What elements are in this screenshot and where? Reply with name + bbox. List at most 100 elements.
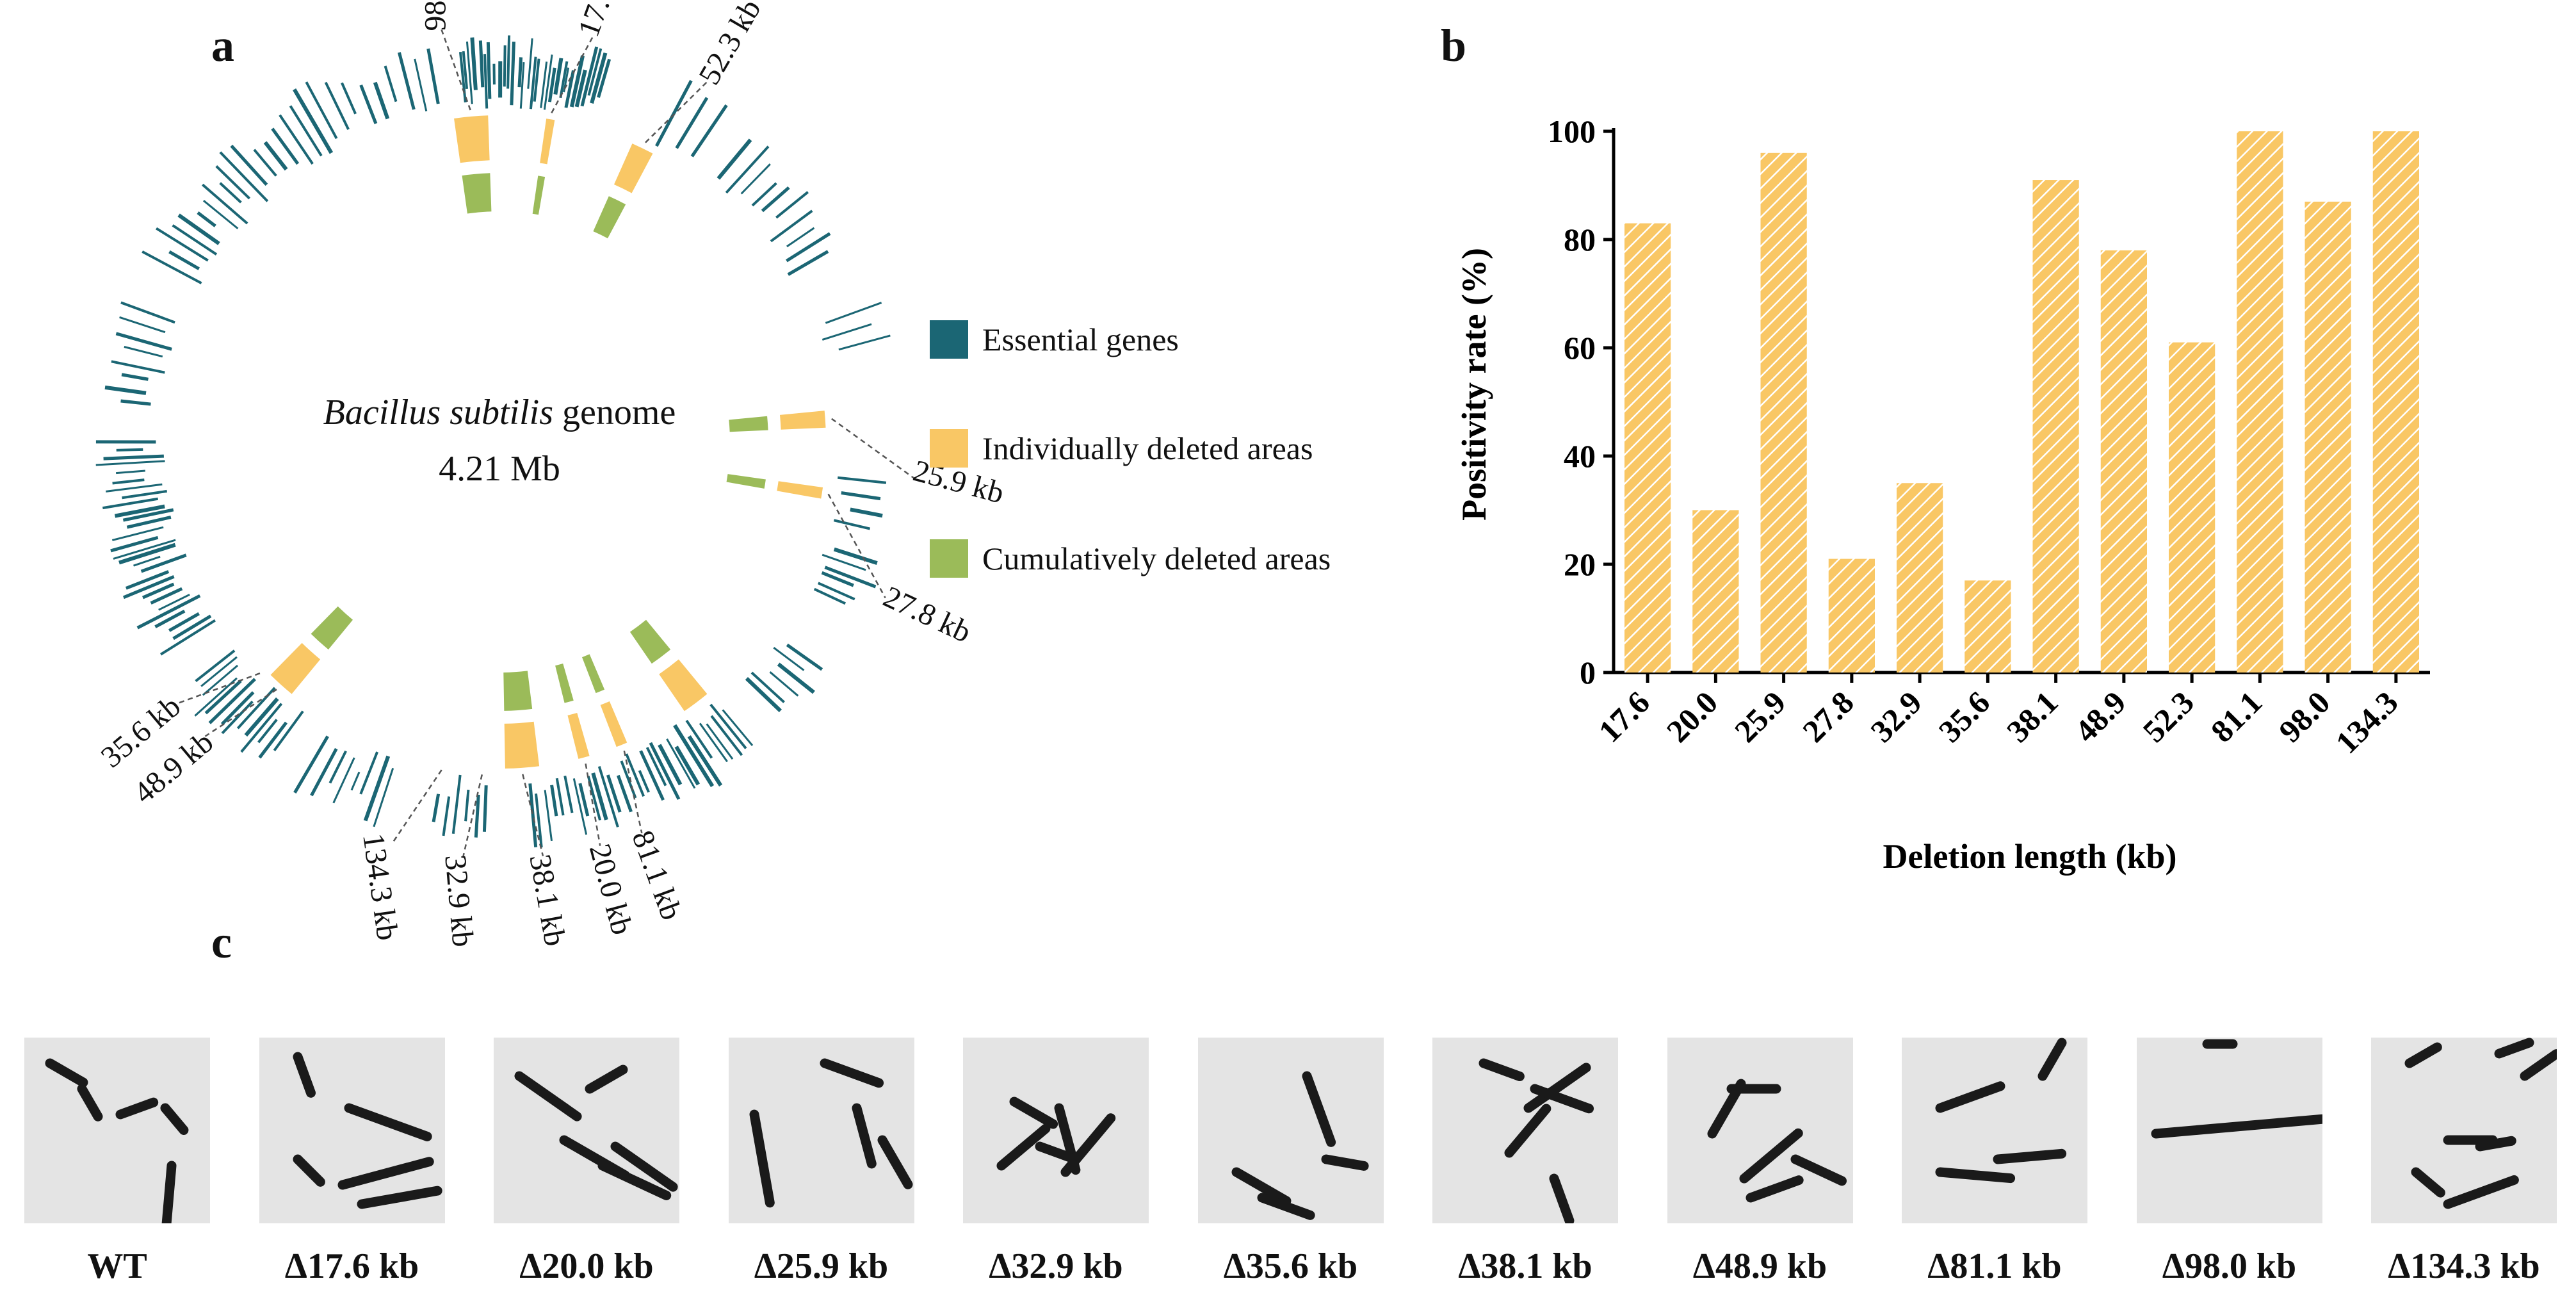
bar	[1624, 223, 1671, 673]
essential-gene-tick	[687, 735, 723, 787]
bar	[2305, 201, 2351, 673]
essential-gene-tick	[470, 37, 478, 90]
essential-gene-tick	[777, 662, 815, 694]
essential-gene-tick	[221, 700, 254, 735]
essential-gene-tick	[273, 710, 304, 752]
micrograph-image	[494, 1038, 679, 1223]
essential-gene-tick	[195, 649, 236, 683]
essential-gene-tick	[200, 656, 238, 687]
x-tick-label: 25.9	[1728, 684, 1792, 749]
essential-gene-tick	[120, 399, 151, 406]
essential-gene-tick	[638, 770, 650, 793]
essential-gene-tick	[102, 497, 159, 510]
essential-gene-tick	[745, 677, 782, 713]
essential-gene-tick	[553, 58, 563, 95]
essential-gene-tick	[529, 56, 537, 110]
essential-gene-tick	[293, 88, 334, 154]
essential-gene-tick	[122, 508, 174, 522]
micrograph-label: Δ17.6 kb	[284, 1246, 419, 1286]
essential-gene-ticks	[95, 35, 891, 848]
essential-gene-tick	[126, 516, 172, 529]
essential-gene-tick	[690, 104, 728, 158]
bacterial-cell	[293, 1052, 316, 1098]
x-tick-label: 48.9	[2068, 684, 2132, 749]
essential-gene-tick	[426, 48, 440, 104]
essential-gene-tick	[569, 55, 585, 108]
micrograph-label: WT	[87, 1246, 147, 1286]
micrograph-image	[2136, 1038, 2322, 1223]
essential-gene-tick	[230, 144, 268, 186]
bacterial-cell	[1321, 1154, 1369, 1171]
essential-gene-tick	[140, 553, 187, 573]
positivity-bar-chart: 0 20 40 60 80 100 17.6 20.0 25.9 27.8 32.9 35.6 38.1…	[1455, 113, 2430, 876]
bacterial-cell	[1530, 1084, 1594, 1114]
essential-gene-tick	[168, 612, 200, 632]
bacterial-cell	[1790, 1154, 1847, 1186]
bacterial-cell	[337, 1157, 434, 1190]
essential-gene-tick	[122, 489, 168, 500]
essential-gene-tick	[587, 776, 601, 820]
y-tick-label: 0	[1580, 655, 1596, 690]
essential-gene-tick	[620, 760, 637, 799]
essential-gene-tick	[172, 614, 212, 640]
panel-a: a Bacillus subtilis genome 4.21 Mb 98.0 …	[0, 0, 1441, 949]
essential-gene-tick	[474, 794, 480, 838]
essential-gene-tick	[506, 35, 511, 89]
essential-gene-tick	[414, 58, 428, 111]
bar	[1692, 510, 1739, 673]
essential-gene-tick	[359, 84, 378, 124]
essential-gene-tick	[310, 747, 338, 797]
essential-gene-tick	[517, 57, 523, 88]
bar	[2237, 131, 2283, 673]
essential-gene-tick	[486, 42, 492, 99]
genome-word: genome	[553, 393, 676, 432]
essential-gene-tick	[674, 746, 701, 786]
essential-gene-tick	[616, 774, 633, 813]
essential-gene-tick	[666, 738, 696, 789]
essential-gene-tick	[240, 703, 283, 753]
individual-deleted-area	[613, 143, 653, 193]
cumulative-deleted-area	[503, 671, 533, 711]
legend-swatch-essential	[930, 320, 968, 359]
essential-gene-tick	[168, 250, 200, 270]
essential-gene-tick	[591, 772, 608, 820]
y-tick-label: 60	[1564, 330, 1596, 366]
essential-gene-tick	[359, 751, 378, 795]
x-axis-label: Deletion length (kb)	[1883, 837, 2177, 876]
bacterial-cell	[1935, 1167, 2016, 1184]
bacterial-cell	[1523, 1063, 1591, 1113]
bacterial-cell	[1035, 1141, 1081, 1165]
essential-gene-tick	[350, 771, 360, 791]
cumulative-deleted-area	[729, 416, 768, 432]
y-tick-label: 100	[1548, 113, 1596, 149]
bacterial-cell	[852, 1103, 877, 1169]
essential-gene-tick	[121, 373, 149, 381]
essential-gene-tick	[119, 316, 166, 334]
micrograph-label: Δ134.3 kb	[2388, 1246, 2540, 1286]
essential-gene-tick	[462, 51, 469, 89]
bar	[1964, 580, 2011, 673]
essential-gene-tick	[279, 114, 314, 165]
essential-gene-tick	[219, 182, 242, 204]
bacterial-cell	[2411, 1167, 2445, 1198]
essential-gene-tick	[824, 566, 877, 589]
essential-gene-tick	[177, 213, 220, 245]
essential-gene-tick	[156, 227, 209, 262]
essential-gene-tick	[115, 332, 172, 351]
bacterial-cell	[45, 1058, 88, 1088]
essential-gene-tick	[722, 709, 754, 746]
essential-gene-tick	[821, 571, 854, 587]
bar	[1897, 483, 1943, 673]
micrograph-image	[1432, 1038, 1618, 1223]
bacterial-cell	[1993, 1148, 2067, 1164]
essential-gene-tick	[341, 82, 357, 115]
essential-gene-tick	[645, 747, 667, 787]
essential-gene-tick	[527, 38, 533, 89]
leader-line	[831, 418, 915, 479]
essential-gene-tick	[215, 165, 251, 200]
essential-gene-tick	[675, 97, 709, 149]
leader-line	[585, 763, 601, 846]
essential-gene-tick	[194, 677, 238, 717]
legend-label-essential: Essential genes	[982, 322, 1179, 357]
essential-gene-tick	[220, 691, 255, 726]
